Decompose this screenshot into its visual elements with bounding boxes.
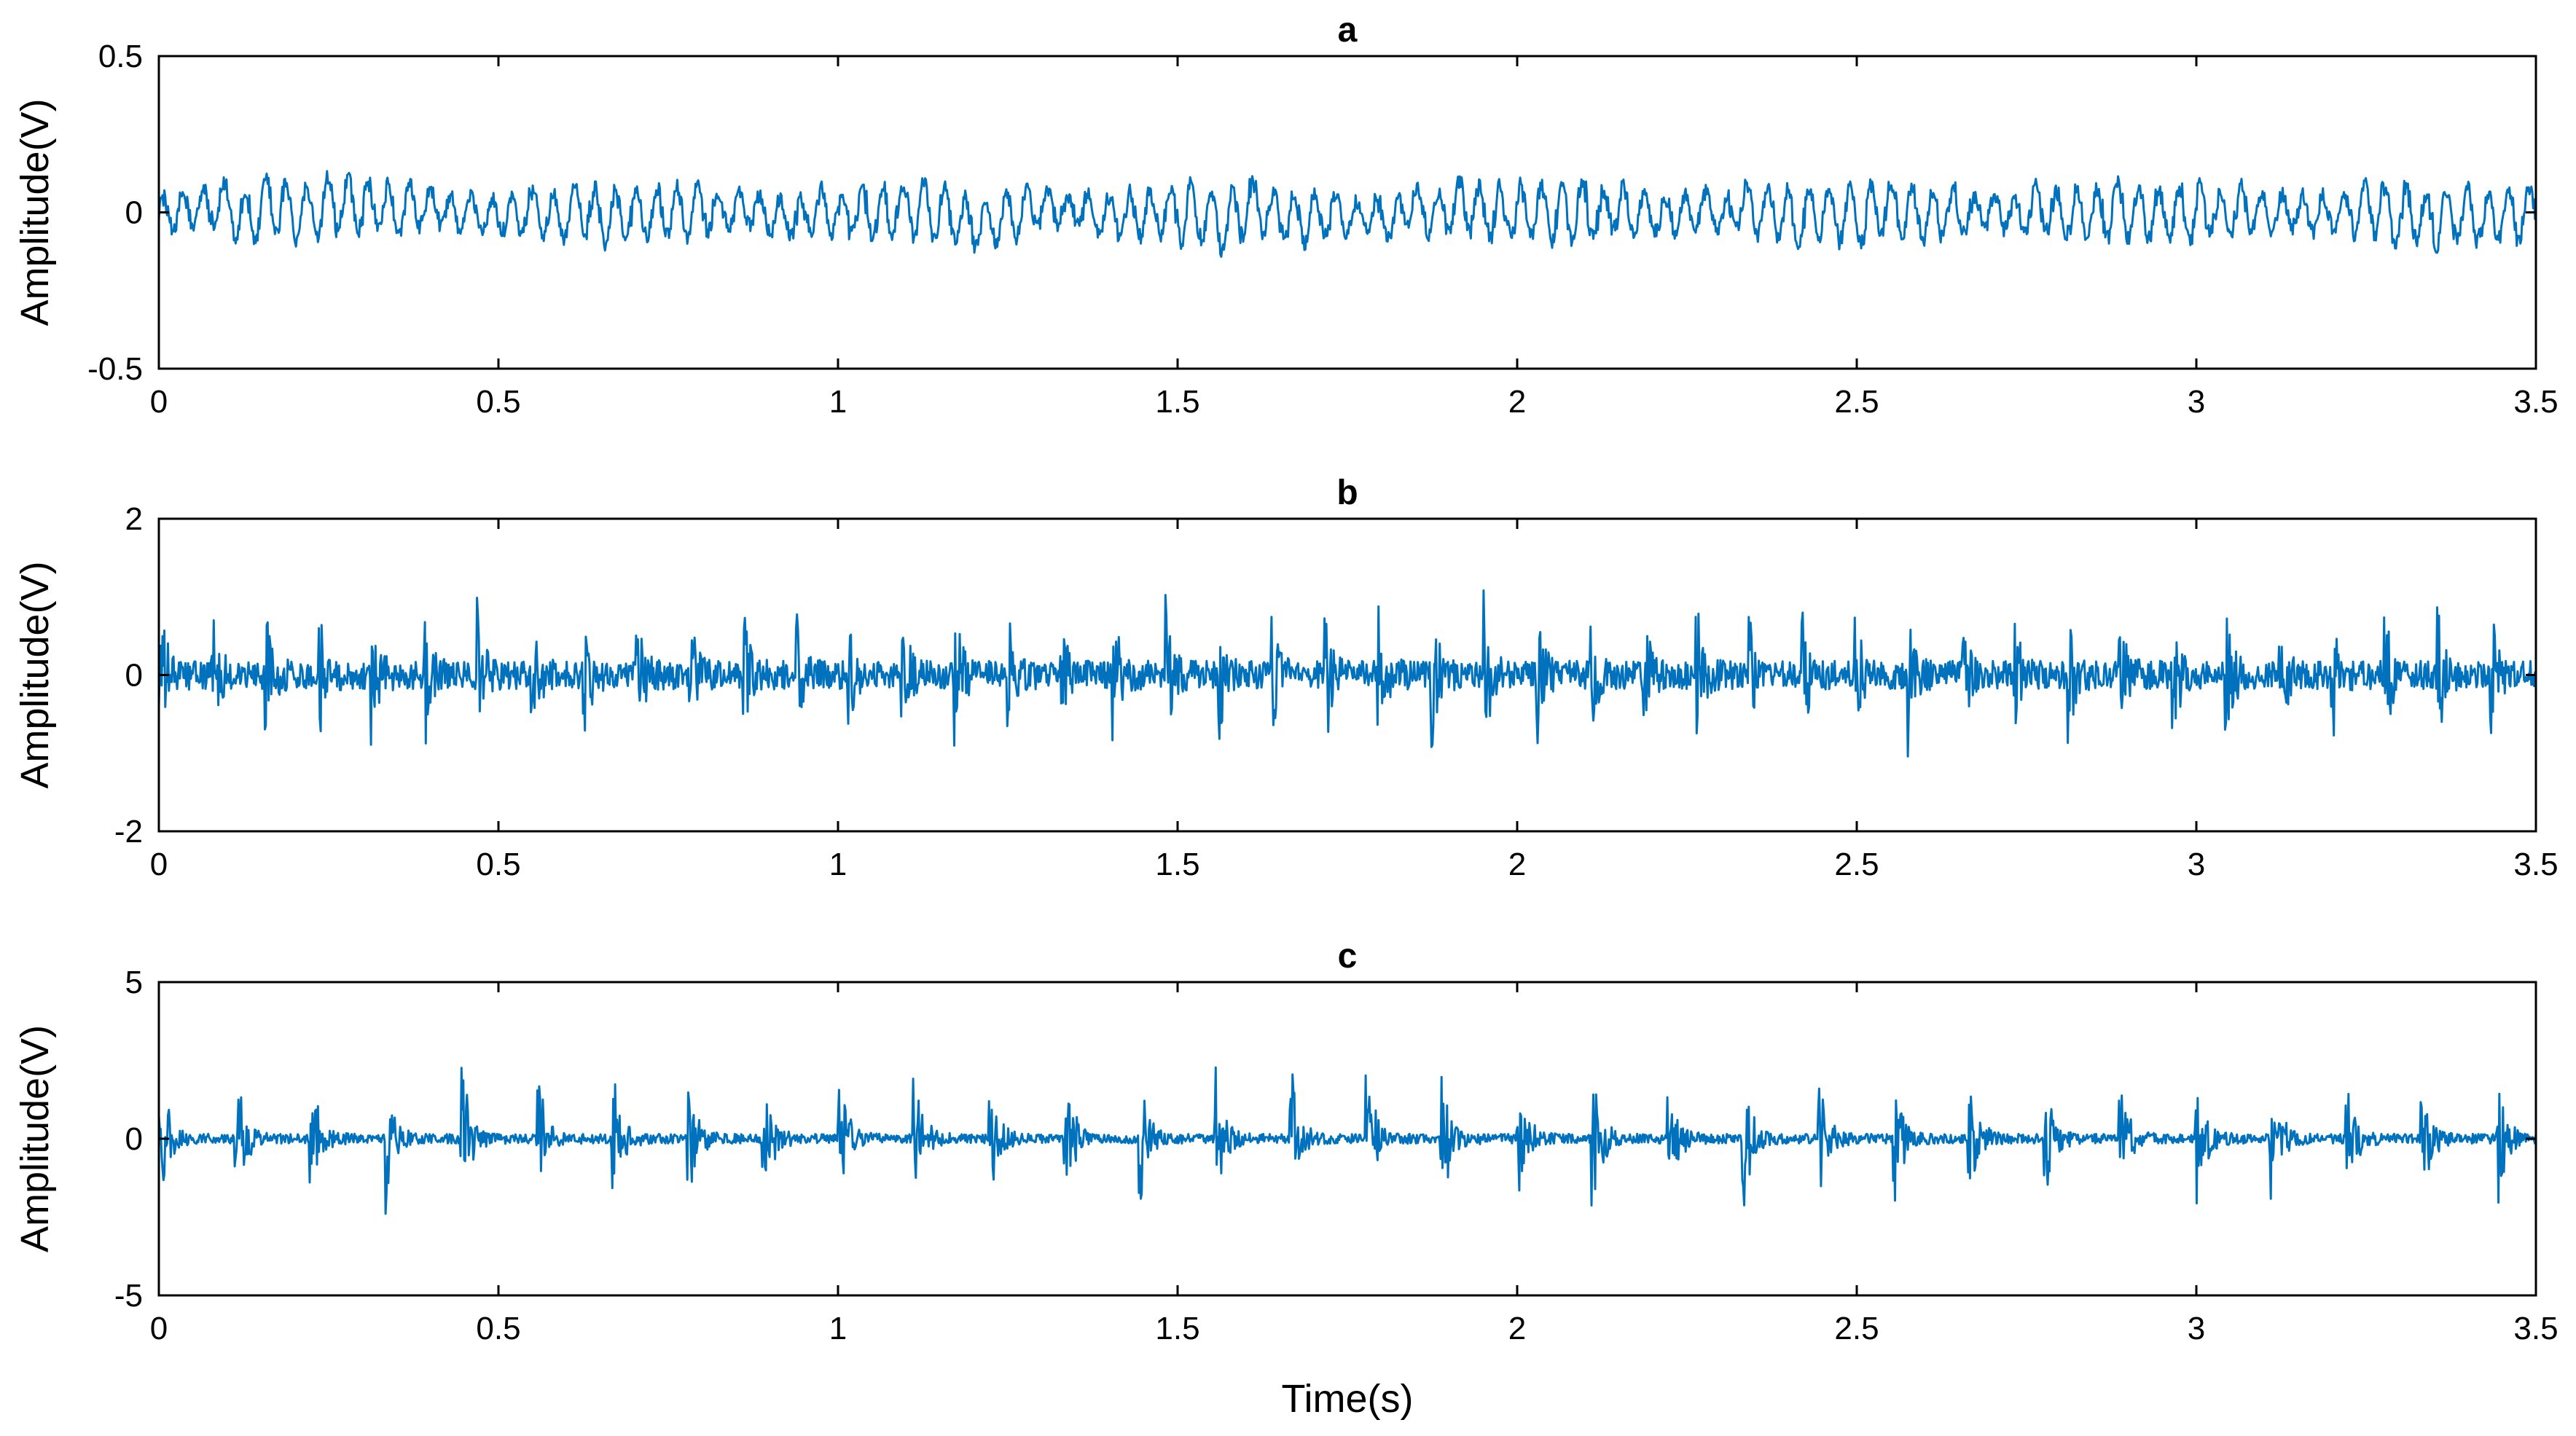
x-tick-label: 2.5 bbox=[1834, 1311, 1879, 1346]
x-tick-label: 0.5 bbox=[476, 1311, 520, 1346]
y-tick-label: 0 bbox=[125, 658, 143, 694]
y-tick-label: -5 bbox=[114, 1278, 143, 1314]
x-tick-label: 0 bbox=[150, 847, 168, 882]
y-tick-label: 5 bbox=[125, 965, 143, 1000]
x-tick-label: 1 bbox=[829, 384, 847, 420]
x-tick-label: 2 bbox=[1508, 1311, 1526, 1346]
chart-title: b bbox=[1336, 474, 1358, 512]
x-tick-label: 3.5 bbox=[2513, 384, 2558, 420]
x-tick-label: 2 bbox=[1508, 384, 1526, 420]
x-tick-label: 3.5 bbox=[2513, 1311, 2558, 1346]
x-tick-label: 2.5 bbox=[1834, 384, 1879, 420]
x-tick-label: 0 bbox=[150, 384, 168, 420]
axes-frame bbox=[157, 55, 2537, 370]
y-axis-label: Amplitude(V) bbox=[13, 561, 57, 788]
y-tick-label: 0.5 bbox=[98, 39, 143, 74]
y-tick-label: -0.5 bbox=[87, 351, 143, 387]
chart-title: c bbox=[1338, 937, 1358, 976]
x-tick-label: 2.5 bbox=[1834, 847, 1879, 882]
chart-title: a bbox=[1338, 11, 1358, 50]
x-tick-label: 0.5 bbox=[476, 384, 520, 420]
x-tick-label: 1.5 bbox=[1155, 847, 1199, 882]
y-tick-label: 2 bbox=[125, 501, 143, 537]
x-axis-label: Time(s) bbox=[1282, 1377, 1414, 1421]
x-tick-label: 1 bbox=[829, 1311, 847, 1346]
y-tick-label: 0 bbox=[125, 1121, 143, 1157]
x-tick-label: 0 bbox=[150, 1311, 168, 1346]
x-tick-label: 0.5 bbox=[476, 847, 520, 882]
series-line bbox=[157, 1066, 2537, 1215]
x-tick-label: 1 bbox=[829, 847, 847, 882]
series-line bbox=[157, 170, 2537, 258]
x-tick-label: 2 bbox=[1508, 847, 1526, 882]
x-tick-label: 1.5 bbox=[1155, 384, 1199, 420]
x-tick-label: 3 bbox=[2188, 847, 2205, 882]
x-tick-label: 3.5 bbox=[2513, 847, 2558, 882]
y-tick-label: -2 bbox=[114, 814, 143, 850]
y-axis-label: Amplitude(V) bbox=[13, 1025, 57, 1252]
series-line bbox=[157, 589, 2537, 758]
x-tick-label: 1.5 bbox=[1155, 1311, 1199, 1346]
y-axis-label: Amplitude(V) bbox=[13, 98, 57, 326]
x-tick-label: 3 bbox=[2188, 384, 2205, 420]
x-tick-label: 3 bbox=[2188, 1311, 2205, 1346]
y-tick-label: 0 bbox=[125, 195, 143, 231]
